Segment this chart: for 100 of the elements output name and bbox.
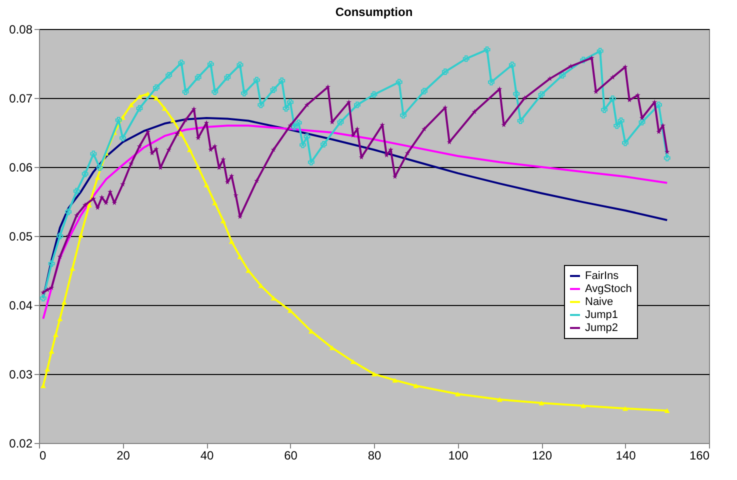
point	[601, 106, 608, 113]
point	[53, 332, 58, 338]
point	[178, 60, 185, 66]
y-tick-label: 0.04	[9, 298, 33, 312]
point	[580, 403, 586, 408]
point	[94, 174, 100, 180]
point	[664, 408, 670, 413]
point	[304, 133, 310, 140]
point	[220, 218, 226, 224]
point	[236, 62, 244, 68]
x-tick-label: 160	[689, 448, 710, 462]
point	[291, 124, 298, 130]
point	[609, 95, 616, 102]
point	[622, 406, 628, 411]
point	[538, 400, 544, 406]
point	[513, 90, 520, 98]
point	[115, 116, 122, 124]
point	[413, 383, 419, 388]
x-tick-label: 80	[368, 448, 382, 462]
x-tick-label: 0	[40, 448, 46, 462]
point	[354, 102, 360, 108]
x-tick-label: 20	[116, 448, 130, 462]
point	[194, 74, 202, 81]
point	[82, 170, 88, 178]
point	[580, 56, 587, 64]
point	[308, 158, 314, 166]
point	[65, 208, 72, 216]
point	[455, 392, 460, 396]
point	[517, 118, 524, 124]
point	[320, 140, 327, 148]
point	[237, 254, 243, 260]
y-tick-label: 0.03	[9, 368, 33, 382]
legend-label: AvgStoch	[585, 282, 632, 295]
point	[136, 105, 143, 112]
y-tick-label: 0.08	[9, 22, 33, 36]
point	[195, 164, 201, 170]
y-tick-label: 0.07	[9, 92, 33, 106]
x-tick-label: 40	[200, 448, 214, 462]
point	[212, 88, 218, 96]
point	[442, 68, 448, 76]
point	[300, 142, 306, 148]
point	[538, 91, 545, 98]
point	[282, 105, 290, 112]
point	[128, 102, 134, 108]
point	[484, 46, 490, 53]
point	[664, 154, 670, 162]
x-tick-label: 100	[448, 448, 469, 462]
point	[462, 55, 470, 62]
legend-label: FairIns	[585, 270, 620, 282]
point	[120, 134, 126, 142]
y-tick-label: 0.05	[9, 230, 33, 244]
point	[618, 118, 624, 124]
point	[295, 120, 302, 126]
point	[153, 84, 160, 91]
point	[48, 260, 55, 267]
point	[287, 98, 294, 106]
point	[329, 345, 335, 350]
point	[166, 72, 172, 78]
point	[337, 118, 344, 126]
point	[559, 72, 566, 78]
x-tick-label: 120	[532, 448, 552, 462]
y-tick-label: 0.06	[9, 160, 33, 174]
point	[187, 147, 192, 152]
x-tick-label: 140	[616, 448, 636, 462]
point	[73, 188, 80, 194]
point	[212, 200, 218, 206]
point	[614, 122, 620, 129]
point	[170, 118, 176, 122]
point	[178, 132, 184, 136]
point	[61, 300, 67, 305]
point	[207, 60, 214, 68]
point	[90, 150, 97, 158]
point	[638, 118, 646, 126]
point	[396, 78, 402, 86]
point	[204, 182, 210, 188]
point	[496, 397, 502, 402]
point	[278, 78, 286, 84]
point	[400, 112, 407, 118]
point	[40, 294, 46, 302]
point	[622, 140, 628, 146]
legend-label: Naive	[585, 296, 614, 308]
point	[240, 90, 248, 96]
point	[270, 86, 277, 93]
point	[224, 74, 231, 81]
point	[392, 378, 398, 383]
point	[162, 106, 168, 111]
point	[370, 91, 378, 98]
point	[488, 78, 494, 86]
point	[508, 62, 516, 68]
point	[371, 372, 377, 376]
point	[254, 76, 260, 84]
point	[656, 102, 662, 108]
point	[56, 232, 64, 240]
point	[154, 96, 159, 100]
point	[258, 102, 264, 108]
x-tick-label: 60	[284, 448, 298, 462]
point	[96, 164, 103, 171]
point	[596, 48, 604, 54]
y-tick-label: 0.02	[9, 436, 33, 450]
legend-label: Jump2	[585, 322, 618, 334]
